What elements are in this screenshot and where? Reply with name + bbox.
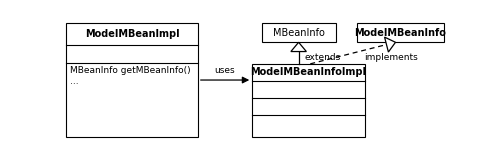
Text: uses: uses <box>215 66 236 75</box>
Polygon shape <box>291 42 306 52</box>
Text: ModelMBeanInfoImpl: ModelMBeanInfoImpl <box>250 67 367 77</box>
Bar <box>66 23 198 137</box>
Text: MBeanInfo: MBeanInfo <box>273 28 325 38</box>
Text: ModelMBeanInfo: ModelMBeanInfo <box>354 28 446 38</box>
Bar <box>262 23 336 42</box>
Text: extends: extends <box>304 53 340 62</box>
Text: ...: ... <box>70 77 79 86</box>
Text: implements: implements <box>365 53 418 62</box>
Text: ModelMBeanImpl: ModelMBeanImpl <box>85 29 179 39</box>
Text: MBeanInfo getMBeanInfo(): MBeanInfo getMBeanInfo() <box>70 66 191 75</box>
Bar <box>252 64 365 137</box>
Bar <box>357 23 444 42</box>
Polygon shape <box>384 37 395 52</box>
